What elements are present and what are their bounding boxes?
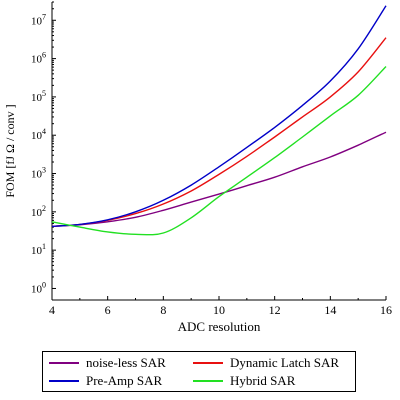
x-tick-label: 4 bbox=[49, 303, 55, 317]
x-tick-label: 14 bbox=[324, 303, 336, 317]
axes bbox=[51, 2, 386, 301]
legend-label: Dynamic Latch SAR bbox=[230, 355, 340, 370]
series-line-pre-amp-sar bbox=[51, 5, 387, 227]
y-tick-label: 104 bbox=[31, 127, 46, 142]
y-tick-label: 107 bbox=[31, 12, 46, 27]
x-tick-label: 12 bbox=[269, 303, 281, 317]
legend-item-pre-amp-sar: Pre-Amp SAR bbox=[49, 372, 162, 390]
x-tick-label: 16 bbox=[380, 303, 392, 317]
x-axis-label: ADC resolution bbox=[178, 319, 261, 334]
legend-item-hybrid-sar: Hybrid SAR bbox=[193, 372, 295, 390]
legend-swatch bbox=[193, 362, 223, 364]
y-tick-label: 105 bbox=[31, 89, 46, 104]
legend-item-noise-less-sar: noise-less SAR bbox=[49, 354, 166, 372]
y-tick-label: 106 bbox=[31, 51, 46, 66]
x-tick-label: 10 bbox=[213, 303, 225, 317]
x-tick-label: 6 bbox=[105, 303, 111, 317]
legend: noise-less SAR Dynamic Latch SAR Pre-Amp… bbox=[42, 351, 356, 392]
y-tick-label: 103 bbox=[31, 166, 46, 181]
x-tick-label: 8 bbox=[160, 303, 166, 317]
series-lines bbox=[51, 5, 387, 236]
legend-label: Pre-Amp SAR bbox=[86, 373, 163, 388]
legend-swatch bbox=[49, 362, 79, 364]
legend-label: noise-less SAR bbox=[86, 355, 166, 370]
series-line-hybrid-sar bbox=[51, 66, 387, 236]
legend-swatch bbox=[49, 380, 79, 382]
legend-label: Hybrid SAR bbox=[230, 373, 296, 388]
series-line-dynamic-latch-sar bbox=[51, 37, 387, 227]
x-ticks: 4 6 8 10 12 14 16 bbox=[49, 296, 392, 317]
series-line-noise-less-sar bbox=[51, 131, 387, 227]
y-tick-label: 102 bbox=[31, 204, 46, 219]
y-ticks: 100 101 102 103 104 105 106 107 bbox=[31, 1, 56, 295]
legend-item-dynamic-latch-sar: Dynamic Latch SAR bbox=[193, 354, 339, 372]
legend-swatch bbox=[193, 380, 223, 382]
y-axis-label: FOM [fJ Ω / conv ] bbox=[3, 104, 17, 197]
y-tick-label: 101 bbox=[31, 242, 46, 257]
y-tick-label: 100 bbox=[31, 280, 46, 295]
